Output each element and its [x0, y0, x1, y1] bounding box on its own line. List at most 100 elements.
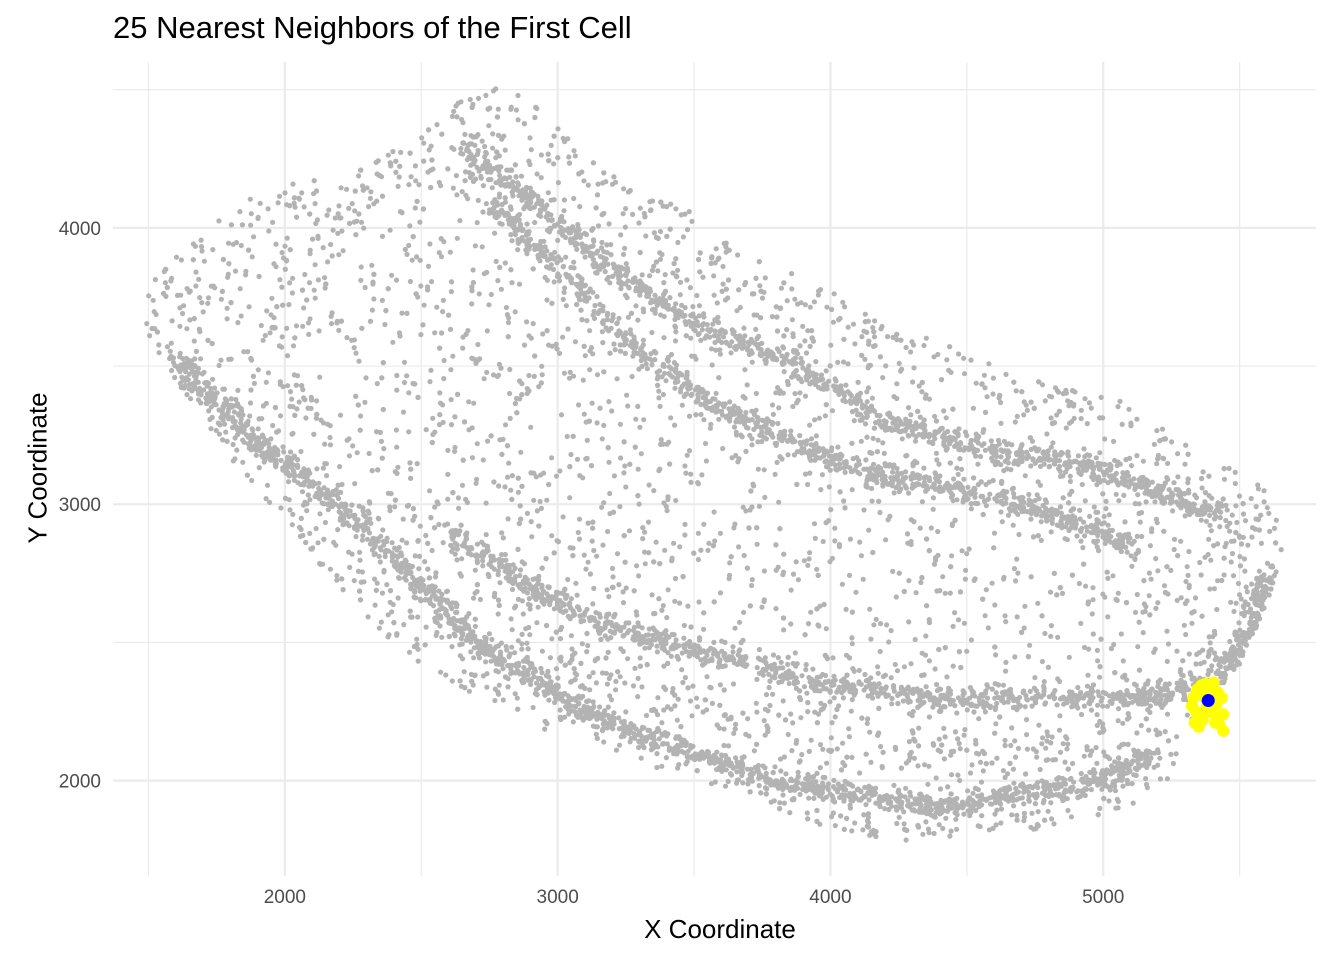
cell-point	[1078, 770, 1084, 777]
cell-point	[412, 513, 418, 519]
cell-point	[968, 357, 974, 363]
cell-point	[455, 495, 461, 501]
cell-point	[1028, 574, 1034, 580]
cell-point	[1177, 669, 1183, 675]
cell-point	[519, 646, 525, 652]
cell-point	[1175, 474, 1181, 480]
cell-point	[657, 403, 663, 409]
cell-point	[365, 614, 371, 620]
cell-point	[217, 422, 223, 428]
cell-point	[713, 347, 719, 353]
cell-point	[989, 580, 995, 586]
cell-point	[1159, 426, 1166, 432]
cell-point	[531, 497, 537, 503]
cell-point	[1078, 620, 1084, 627]
cell-point	[1236, 493, 1243, 499]
cell-point	[296, 399, 302, 405]
cell-point	[1010, 766, 1017, 772]
cell-point	[706, 540, 712, 546]
cell-point	[352, 208, 358, 214]
cell-point	[335, 230, 341, 236]
cell-point	[736, 456, 742, 462]
cell-point	[352, 481, 358, 487]
cell-point	[877, 354, 884, 360]
cell-point	[910, 730, 916, 736]
cell-point	[251, 380, 257, 386]
cell-point	[776, 499, 782, 505]
cell-point	[1231, 608, 1237, 615]
cell-point	[642, 214, 648, 220]
cell-point	[651, 559, 657, 565]
cell-point	[392, 497, 398, 503]
cell-point	[1015, 745, 1022, 752]
cell-point	[565, 576, 571, 583]
cell-point	[582, 353, 588, 359]
cell-point	[403, 577, 409, 583]
cell-point	[236, 411, 242, 417]
cell-point	[1097, 664, 1103, 670]
cell-point	[357, 557, 363, 563]
cell-point	[629, 373, 635, 380]
cell-point	[468, 671, 474, 678]
cell-point	[659, 720, 665, 726]
cell-point	[448, 289, 454, 295]
cell-point	[515, 546, 521, 553]
cell-point	[1097, 805, 1103, 812]
cell-point	[874, 449, 881, 455]
cell-point	[282, 243, 288, 249]
cell-point	[481, 376, 487, 382]
cell-point	[223, 412, 229, 419]
cell-point	[1069, 488, 1075, 494]
cell-point	[404, 310, 410, 316]
cell-point	[375, 158, 381, 164]
cell-point	[554, 696, 560, 702]
cell-point	[518, 516, 524, 522]
cell-point	[957, 777, 963, 784]
cell-point	[990, 391, 996, 397]
cell-point	[423, 624, 429, 630]
cell-point	[398, 149, 404, 155]
cell-point	[430, 431, 436, 438]
cell-point	[328, 241, 334, 248]
cell-point	[947, 344, 953, 350]
cell-point	[1086, 400, 1092, 406]
cell-point	[289, 396, 295, 402]
cell-point	[766, 684, 772, 691]
cell-point	[634, 563, 640, 569]
cell-point	[649, 592, 655, 598]
cell-point	[231, 409, 237, 415]
cell-point	[580, 377, 586, 383]
cell-point	[354, 218, 360, 224]
cell-point	[250, 373, 256, 379]
cell-point	[999, 519, 1005, 525]
cell-point	[609, 408, 615, 414]
cell-point	[842, 505, 848, 511]
cell-point	[178, 292, 184, 298]
cell-point	[555, 675, 561, 681]
cell-point	[357, 588, 363, 594]
cell-point	[767, 702, 773, 709]
cell-point	[379, 375, 385, 381]
cell-point	[776, 712, 782, 718]
cell-point	[877, 648, 883, 655]
cell-point	[514, 695, 520, 701]
cell-point	[266, 228, 272, 234]
cell-point	[765, 708, 771, 714]
cell-point	[795, 397, 801, 403]
cell-point	[316, 328, 322, 334]
cell-point	[673, 324, 679, 330]
cell-point	[327, 434, 333, 441]
cell-point	[942, 734, 948, 740]
cell-point	[454, 192, 460, 198]
cell-point	[463, 496, 469, 502]
cell-point	[814, 566, 820, 572]
cell-point	[829, 720, 835, 726]
cell-point	[238, 313, 244, 319]
cell-point	[714, 300, 720, 306]
cell-point	[513, 107, 520, 113]
cell-point	[232, 435, 238, 441]
cell-point	[852, 341, 858, 347]
cell-point	[450, 353, 456, 359]
cell-point	[253, 444, 259, 450]
cell-point	[519, 641, 525, 647]
